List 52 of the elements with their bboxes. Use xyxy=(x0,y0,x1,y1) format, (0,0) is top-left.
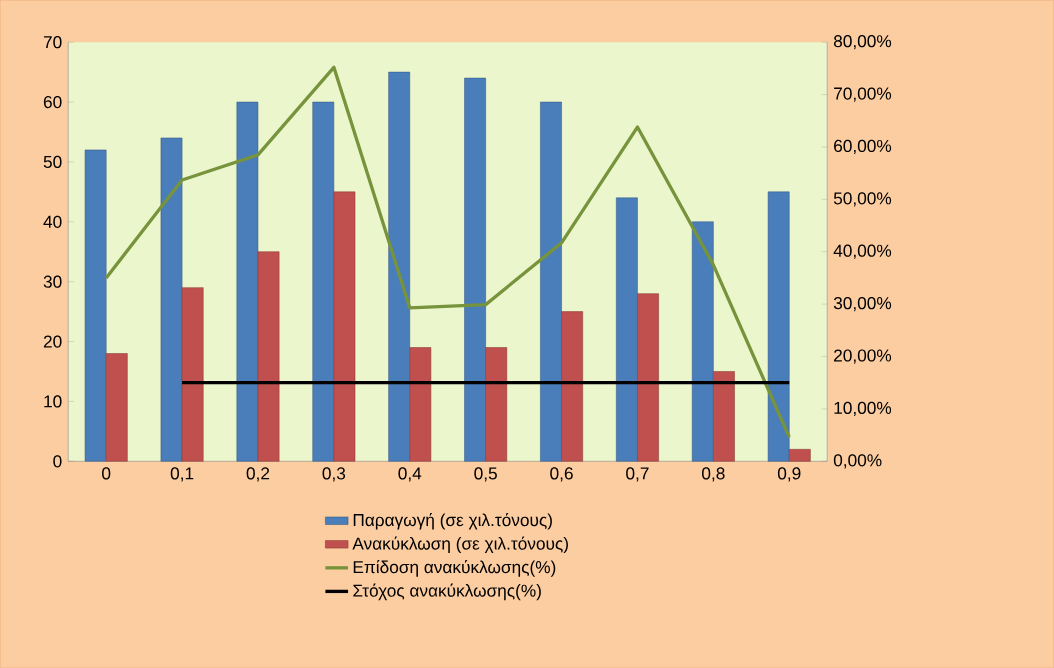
y2-tick-label: 30,00% xyxy=(833,296,892,312)
x-tick-label: 0,5 xyxy=(474,467,497,482)
y2-tick-label: 60,00% xyxy=(834,139,892,155)
bar xyxy=(409,347,432,462)
y-tick-label: 10 xyxy=(44,395,62,408)
bar xyxy=(388,71,411,462)
legend-label: Ανακύκλωση (σε χιλ.τόνους) xyxy=(352,536,568,554)
y2-tick-label: 0,00% xyxy=(833,454,882,469)
legend-label: Στόχος ανακύκλωσης(%) xyxy=(353,583,541,601)
y2-tick-label: 40,00% xyxy=(833,244,892,259)
bar xyxy=(333,191,356,462)
y2-tick-label: 50,00% xyxy=(833,192,892,207)
y-tick-label: 70 xyxy=(43,36,62,49)
y2-tick-label: 80,00% xyxy=(833,35,892,50)
x-tick-label: 0,7 xyxy=(626,467,649,482)
y-tick-label: 20 xyxy=(43,335,62,348)
bar xyxy=(84,149,107,462)
y-tick-label: 30 xyxy=(43,275,62,288)
y2-tick-label: 10,00% xyxy=(834,401,892,416)
y2-tick-label: 20,00% xyxy=(834,349,892,364)
bar xyxy=(181,287,204,462)
bar xyxy=(257,251,280,462)
x-tick-label: 0,6 xyxy=(550,467,573,482)
line-series xyxy=(104,65,791,439)
y-tick-label: 60 xyxy=(43,95,62,109)
bar xyxy=(540,101,562,462)
x-tick-label: 0 xyxy=(102,467,111,480)
legend-label: Επίδοση ανακύκλωσης(%) xyxy=(353,560,556,577)
y2-tick-label: 70,00% xyxy=(834,87,892,102)
legend-label: Παραγωγή (σε χιλ.τόνους) xyxy=(353,512,552,530)
x-tick-label: 0,2 xyxy=(246,467,270,482)
y-tick-label: 0 xyxy=(53,455,62,468)
x-tick-label: 0,3 xyxy=(322,467,346,482)
bar xyxy=(105,353,128,462)
bar xyxy=(616,197,638,462)
x-tick-label: 0,8 xyxy=(702,467,725,482)
bar xyxy=(236,101,259,462)
x-tick-label: 0,1 xyxy=(170,467,194,482)
bar xyxy=(767,191,790,462)
x-tick-label: 0,9 xyxy=(777,467,801,482)
bar xyxy=(160,137,183,462)
y-tick-label: 50 xyxy=(43,155,62,168)
bar xyxy=(637,293,659,462)
bar xyxy=(561,311,583,462)
y-tick-label: 40 xyxy=(43,215,62,228)
bar xyxy=(464,77,486,462)
x-tick-label: 0,4 xyxy=(398,467,422,482)
bar xyxy=(788,449,811,462)
bar xyxy=(691,221,714,462)
bar xyxy=(312,101,335,462)
bar xyxy=(485,347,508,462)
bar xyxy=(713,371,735,462)
